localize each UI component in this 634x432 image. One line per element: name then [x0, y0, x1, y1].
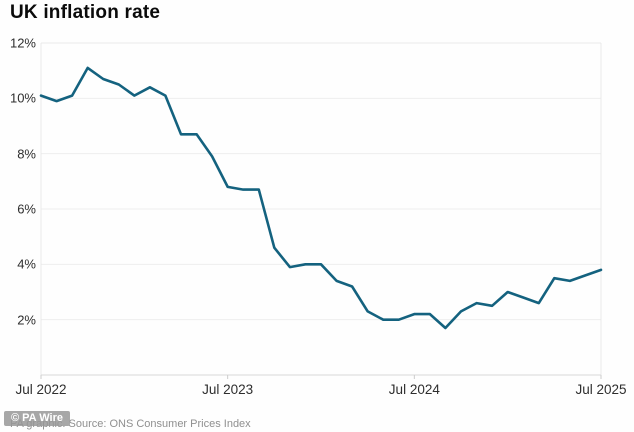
- y-axis-tick-label: 2%: [17, 312, 36, 328]
- x-axis-tick-label: Jul 2024: [388, 382, 440, 397]
- y-axis-tick-label: 12%: [9, 35, 36, 51]
- pa-wire-credit-badge: © PA Wire: [4, 411, 71, 426]
- x-axis-tick-label: Jul 2023: [202, 382, 254, 397]
- source-caption: PA graphic. Source: ONS Consumer Prices …: [10, 418, 251, 430]
- gridlines: [41, 42, 601, 321]
- y-axis-tick-label: 8%: [17, 146, 36, 162]
- x-axis-ticks: [40, 375, 602, 379]
- x-axis-tick-label: Jul 2022: [15, 382, 67, 397]
- y-axis-tick-label: 10%: [9, 90, 36, 106]
- x-axis-tick-label: Jul 2025: [575, 382, 627, 397]
- plot-border: [40, 43, 602, 376]
- y-axis-tick-label: 6%: [17, 201, 36, 217]
- inflation-line-series: [39, 66, 603, 330]
- y-axis-tick-label: 4%: [17, 256, 36, 272]
- chart-title: UK inflation rate: [10, 2, 161, 23]
